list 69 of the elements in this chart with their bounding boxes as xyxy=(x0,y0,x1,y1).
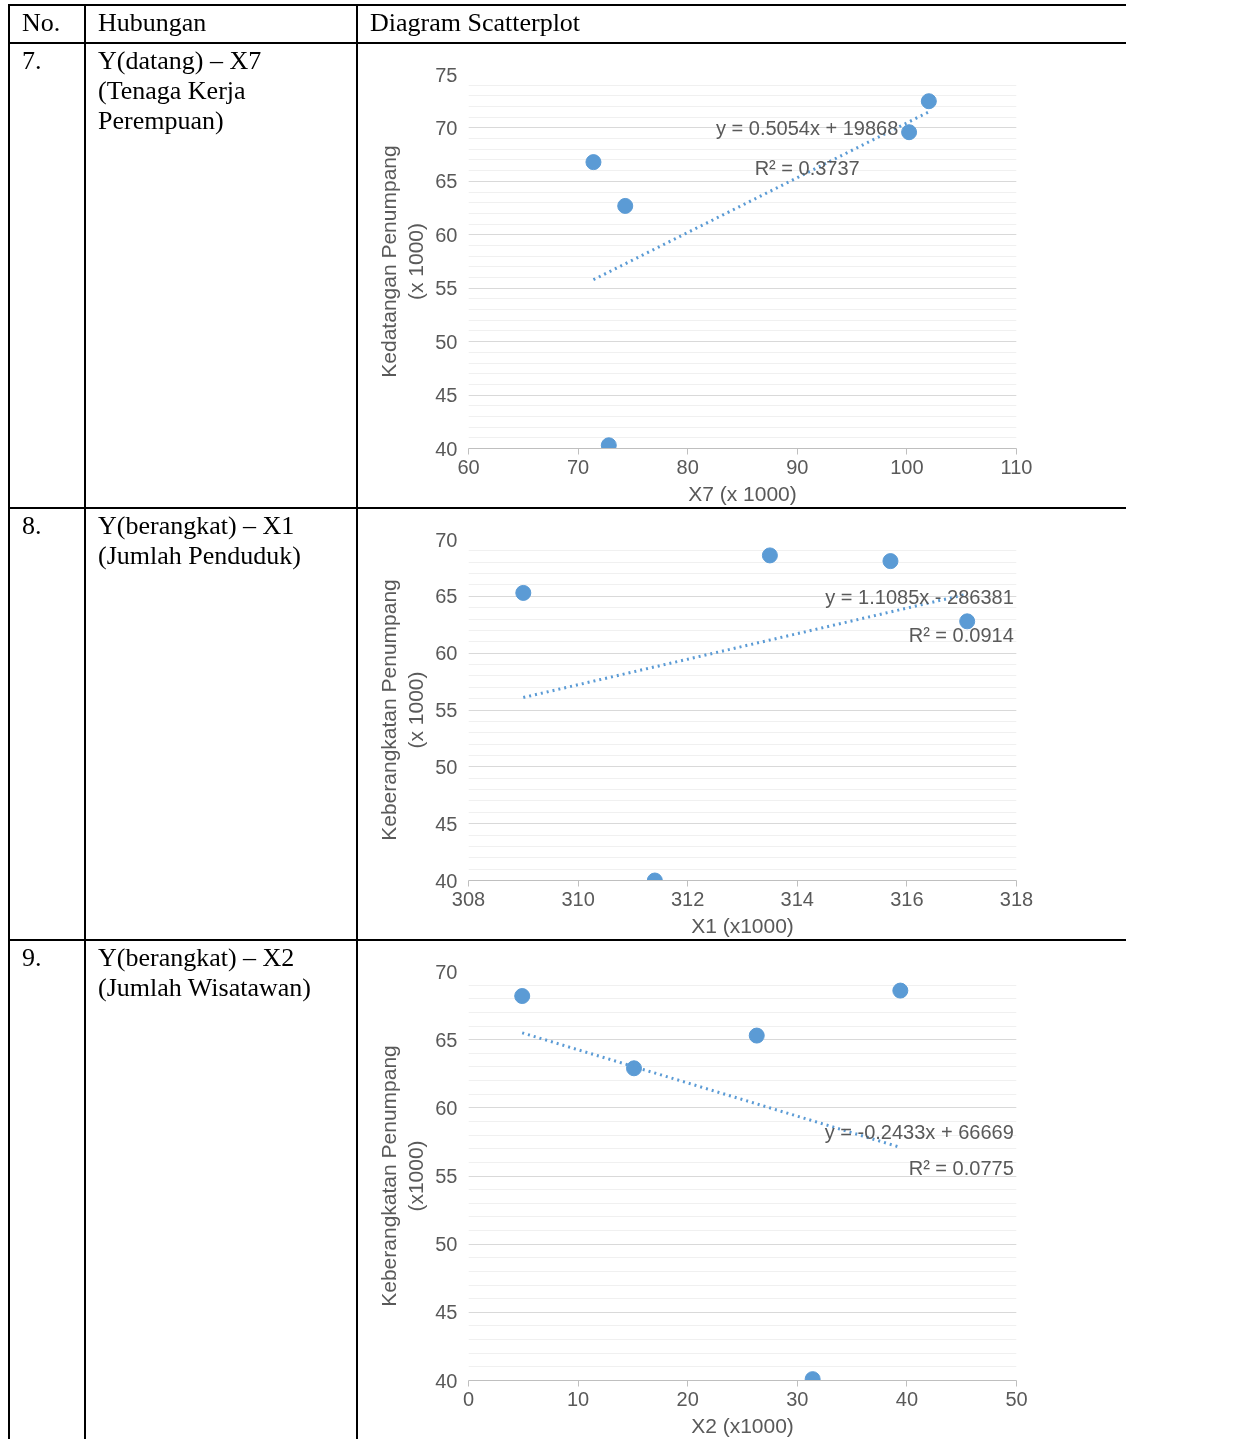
x-tick-label: 110 xyxy=(1000,455,1033,478)
text: Y(berangkat) – X1 (Jumlah Penduduk) xyxy=(98,511,302,571)
y-tick-label: 65 xyxy=(435,170,458,193)
y-tick-label: 65 xyxy=(435,1028,458,1051)
point xyxy=(892,982,909,999)
annotation: y = -0.2433x + 66669 xyxy=(824,1121,1014,1144)
x-tick-label: 40 xyxy=(895,1387,919,1410)
x-tick-label: 90 xyxy=(786,455,809,478)
x-tick-label: 314 xyxy=(780,887,814,910)
text: 7. xyxy=(22,46,42,76)
y-tick-label: 70 xyxy=(435,528,458,551)
point xyxy=(515,584,532,601)
x-tick-label: 100 xyxy=(890,455,924,478)
x-tick-label: 312 xyxy=(671,887,705,910)
y-tick-label: 55 xyxy=(435,1165,458,1187)
y-tick-label: 75 xyxy=(435,63,458,86)
y-tick-label: 50 xyxy=(435,755,458,778)
y-tick-label: 45 xyxy=(435,1301,458,1324)
x-tick-label: 318 xyxy=(999,887,1034,910)
point xyxy=(920,93,937,110)
point xyxy=(901,124,918,141)
x-axis-title: X1 (x1000) xyxy=(691,913,794,937)
annotation: R² = 0.0914 xyxy=(908,623,1014,646)
x-tick-label: 0 xyxy=(462,1387,475,1410)
x-tick-label: 80 xyxy=(676,455,699,478)
y-tick-label: 50 xyxy=(435,330,458,353)
y-tick-label: 40 xyxy=(435,437,458,460)
text: Diagram Scatterplot xyxy=(370,8,581,38)
x-tick-label: 20 xyxy=(676,1387,699,1410)
annotation: y = 1.1085x - 286381 xyxy=(825,586,1014,609)
text: 8. xyxy=(22,511,42,541)
x-tick-label: 316 xyxy=(890,887,924,910)
y-tick-label: 55 xyxy=(435,699,458,721)
point xyxy=(882,553,899,570)
annotation: R² = 0.0775 xyxy=(908,1156,1014,1179)
y-tick-label: 60 xyxy=(435,1096,458,1119)
text: 9. xyxy=(22,943,42,973)
text: Hubungan xyxy=(98,8,207,38)
x-tick-label: 30 xyxy=(786,1387,809,1410)
point xyxy=(748,1027,765,1044)
y-axis-title: Kedatangan Penumpang (x 1000) xyxy=(376,145,428,378)
annotation: y = 0.5054x + 19868 xyxy=(715,116,899,139)
y-tick-label: 45 xyxy=(435,812,458,835)
x-tick-label: 50 xyxy=(1005,1387,1028,1410)
y-tick-label: 70 xyxy=(435,116,458,139)
y-tick-label: 60 xyxy=(435,223,458,246)
y-tick-label: 70 xyxy=(435,960,458,983)
x-tick-label: 10 xyxy=(566,1387,590,1410)
y-axis-title: Keberangkatan Penumpang (x1000) xyxy=(376,1045,428,1307)
x-axis-title: X7 (x 1000) xyxy=(688,481,797,505)
point xyxy=(761,547,778,564)
text: Y(berangkat) – X2 (Jumlah Wisatawan) xyxy=(98,943,312,1003)
text: Y(datang) – X7 (Tenaga Kerja Perempuan) xyxy=(98,46,263,136)
y-axis-title: Keberangkatan Penumpang (x 1000) xyxy=(376,579,428,841)
y-tick-label: 45 xyxy=(435,384,458,407)
y-tick-label: 60 xyxy=(435,642,458,665)
y-tick-label: 55 xyxy=(435,277,458,300)
x-tick-label: 60 xyxy=(457,455,480,478)
point xyxy=(514,988,531,1005)
x-tick-label: 70 xyxy=(566,455,590,478)
y-tick-label: 40 xyxy=(435,1369,458,1392)
text: No. xyxy=(22,8,61,38)
point xyxy=(585,154,602,171)
point xyxy=(617,197,634,214)
x-axis-title: X2 (x1000) xyxy=(691,1413,794,1437)
y-tick-label: 65 xyxy=(435,585,458,608)
point xyxy=(626,1060,642,1077)
x-tick-label: 310 xyxy=(561,887,595,910)
y-tick-label: 50 xyxy=(435,1233,458,1256)
